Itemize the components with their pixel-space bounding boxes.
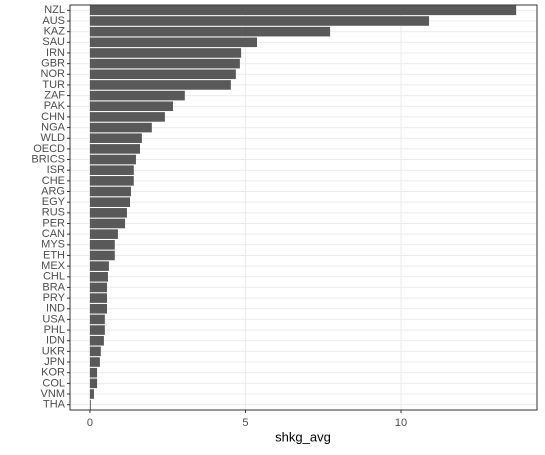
y-tick-label: EGY — [42, 196, 66, 208]
bar — [89, 346, 101, 357]
y-tick-label: ISR — [47, 164, 65, 176]
bar — [89, 122, 152, 133]
bar — [89, 229, 118, 239]
y-tick-label: TUR — [42, 79, 65, 91]
y-tick-label: AUS — [42, 15, 65, 27]
bar — [89, 261, 109, 271]
y-tick-label: CHL — [43, 271, 65, 283]
bar — [89, 325, 105, 335]
bar — [89, 399, 91, 410]
bar — [89, 367, 98, 378]
y-tick-label: MEX — [41, 260, 66, 272]
bar — [89, 314, 105, 325]
y-tick-label: ARG — [41, 185, 65, 197]
bar — [89, 26, 331, 37]
y-tick-label: NZL — [44, 4, 65, 16]
y-tick-label: BRICS — [31, 153, 65, 165]
bar — [89, 16, 430, 26]
y-tick-label: VNM — [41, 388, 65, 400]
y-tick-label: COL — [42, 377, 65, 389]
y-tick-label: NOR — [41, 68, 66, 80]
x-tick-label: 0 — [87, 417, 93, 429]
bar — [89, 112, 165, 122]
bar — [89, 378, 98, 389]
y-tick-label: ETH — [43, 249, 65, 261]
bar — [89, 133, 142, 144]
bar — [89, 154, 136, 165]
bar — [89, 37, 257, 48]
y-tick-label: ZAF — [44, 89, 65, 101]
bar — [89, 282, 108, 293]
y-tick-label: PER — [42, 217, 65, 229]
bar — [89, 186, 131, 197]
bar — [89, 197, 131, 207]
bar — [89, 80, 231, 90]
y-tick-label: KAZ — [44, 26, 66, 38]
bar — [89, 303, 108, 314]
y-tick-label: PHL — [44, 324, 65, 336]
bar — [89, 48, 242, 58]
bar — [89, 357, 100, 367]
y-tick-label: THA — [43, 399, 66, 411]
bar — [89, 293, 108, 303]
y-tick-label: CAN — [42, 228, 65, 240]
y-tick-label: KOR — [41, 367, 65, 379]
bar — [89, 218, 126, 229]
y-tick-label: IDN — [46, 335, 65, 347]
y-tick-label: PAK — [44, 100, 66, 112]
bar — [89, 208, 127, 218]
x-tick-label: 10 — [395, 417, 407, 429]
bar — [89, 389, 94, 399]
bar — [89, 250, 115, 261]
y-tick-label: CHN — [41, 111, 65, 123]
y-tick-label: IRN — [46, 47, 65, 59]
y-tick-label: OECD — [33, 143, 65, 155]
panel-border — [69, 4, 538, 411]
bar — [89, 271, 108, 282]
y-tick-label: RUS — [42, 207, 65, 219]
y-tick-label: PRY — [43, 292, 66, 304]
bar — [89, 90, 185, 101]
y-tick-label: IND — [46, 303, 65, 315]
bar — [89, 335, 104, 346]
bar — [89, 240, 115, 250]
x-axis-title: shkg_avg — [275, 429, 331, 444]
y-tick-label: USA — [42, 313, 65, 325]
y-tick-label: JPN — [44, 356, 65, 368]
y-tick-label: SAU — [42, 36, 65, 48]
bar — [89, 144, 141, 154]
y-tick-label: UKR — [42, 345, 65, 357]
y-tick-label: NGA — [41, 121, 66, 133]
x-tick-label: 5 — [242, 417, 248, 429]
y-tick-label: GBR — [41, 58, 65, 70]
y-tick-label: MYS — [41, 239, 65, 251]
y-tick-label: BRA — [42, 281, 65, 293]
bar — [89, 176, 134, 186]
bar — [89, 165, 134, 175]
y-tick-label: WLD — [41, 132, 66, 144]
bar — [89, 69, 236, 80]
bar — [89, 101, 173, 112]
y-tick-label: CHE — [42, 175, 65, 187]
bar — [89, 5, 517, 16]
bar — [89, 58, 240, 69]
